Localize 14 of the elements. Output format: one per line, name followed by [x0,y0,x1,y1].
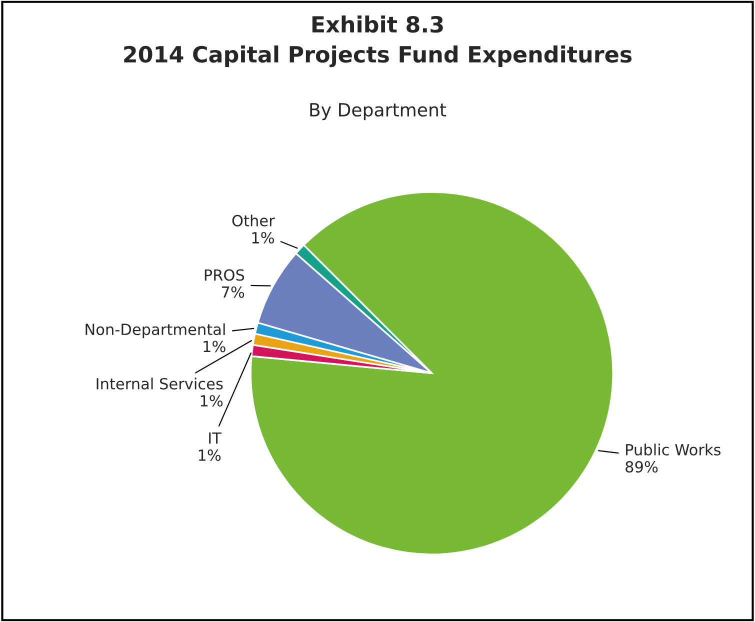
slice-label: Internal Services [96,378,223,390]
data-label: 1% [204,340,226,352]
slice-label: Public Works [626,444,721,456]
chart-title: Exhibit 8.3 2014 Capital Projects Fund Expenditures [124,16,632,68]
data-label: 1% [198,449,221,461]
slice-label: Non-Departmental [86,323,225,338]
chart-subtitle: By Department [310,103,446,120]
data-label: 89% [626,461,658,473]
data-label: 7% [222,286,244,298]
data-label: 1% [252,232,274,244]
slice-label: Other [232,214,275,226]
slice-label: IT [209,432,222,444]
data-label: 1% [200,395,223,407]
slice-label: PROS [204,269,244,281]
